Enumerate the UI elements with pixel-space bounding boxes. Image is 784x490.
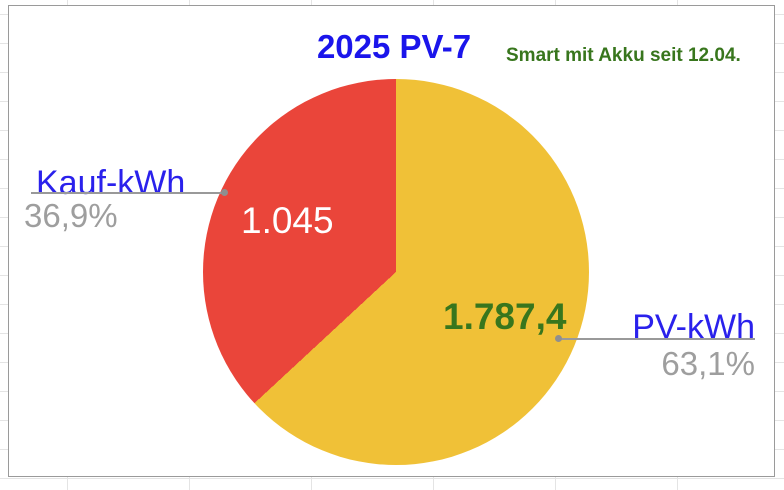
leader-line-kauf <box>31 192 225 194</box>
chart-title: 2025 PV-7 <box>316 28 472 65</box>
pie-chart[interactable] <box>203 79 589 465</box>
slice-percent-pv-kwh: 63,1% <box>661 345 755 382</box>
chart-subtitle: Smart mit Akku seit 12.04. <box>506 45 741 66</box>
leader-dot-pv <box>555 335 562 342</box>
slice-value-pv-kwh: 1.787,4 <box>443 296 567 337</box>
leader-dot-kauf <box>221 189 228 196</box>
leader-line-pv <box>558 338 755 340</box>
pie-chart-object: 2025 PV-7 Smart mit Akku seit 12.04. 1.0… <box>8 5 775 477</box>
slice-value-kauf-kwh: 1.045 <box>241 200 334 241</box>
slice-label-kauf-kwh: Kauf-kWh <box>36 164 186 202</box>
slice-percent-kauf-kwh: 36,9% <box>24 197 118 234</box>
